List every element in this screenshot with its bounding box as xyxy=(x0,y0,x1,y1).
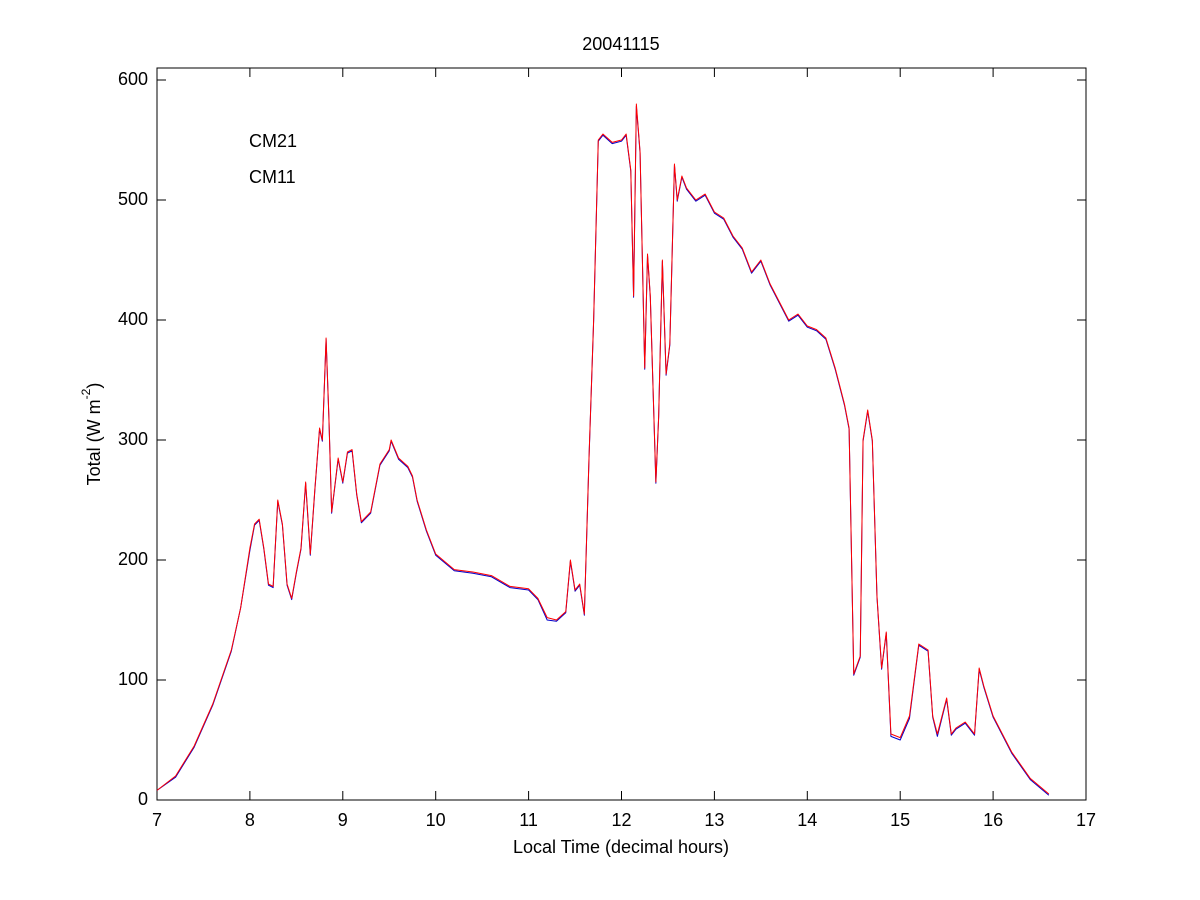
x-tick-label: 12 xyxy=(611,810,631,830)
y-axis-label-text: Total (W m xyxy=(84,399,104,485)
axes-box xyxy=(156,67,1087,801)
y-tick-label: 0 xyxy=(138,789,148,809)
chart-title: 20041115 xyxy=(582,34,659,54)
legend-entry: CM21 xyxy=(249,131,297,151)
legend-entry: CM11 xyxy=(249,167,296,187)
data-line xyxy=(156,103,1050,795)
y-axis-label: Total (W m-2) xyxy=(79,383,104,486)
y-axis-label-superscript: -2 xyxy=(79,388,93,399)
y-tick-label: 500 xyxy=(118,189,148,209)
y-tick-label: 600 xyxy=(118,69,148,89)
x-tick-label: 7 xyxy=(152,810,162,830)
y-tick-label: 200 xyxy=(118,549,148,569)
x-tick-label: 10 xyxy=(426,810,446,830)
x-tick-label: 9 xyxy=(338,810,348,830)
x-axis-label: Local Time (decimal hours) xyxy=(513,837,729,857)
y-tick-label: 100 xyxy=(118,669,148,689)
x-tick-label: 17 xyxy=(1076,810,1096,830)
x-tick-label: 14 xyxy=(797,810,817,830)
y-axis-label-suffix: ) xyxy=(84,383,104,389)
y-tick-label: 300 xyxy=(118,429,148,449)
x-tick-label: 11 xyxy=(519,810,538,830)
x-tick-label: 16 xyxy=(983,810,1003,830)
x-tick-label: 8 xyxy=(245,810,255,830)
x-tick-label: 13 xyxy=(704,810,724,830)
x-tick-label: 15 xyxy=(890,810,910,830)
y-tick-label: 400 xyxy=(118,309,148,329)
